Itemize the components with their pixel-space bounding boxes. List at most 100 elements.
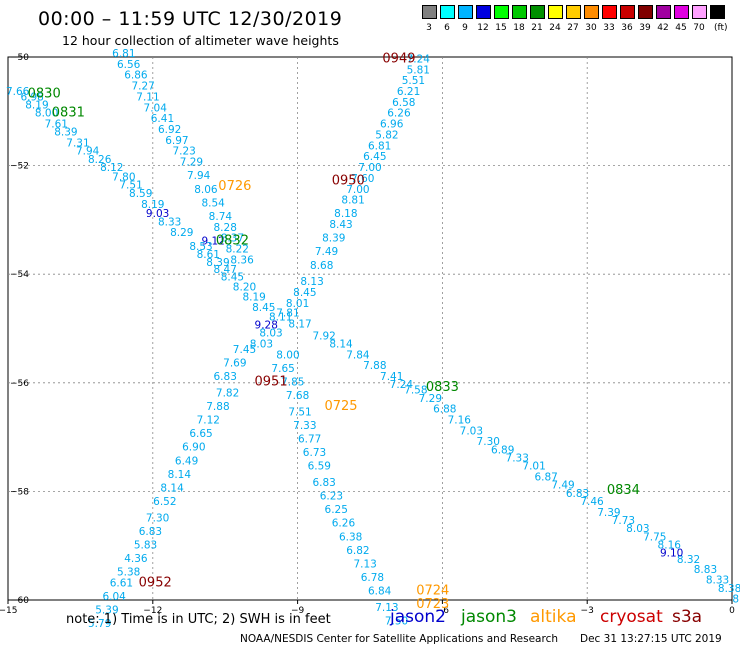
data-point: 8.53 bbox=[189, 241, 212, 253]
generated-date: Dec 31 13:27:15 UTC 2019 bbox=[580, 633, 722, 645]
data-point: 7.45 bbox=[233, 344, 256, 356]
data-point: 7.94 bbox=[76, 146, 100, 158]
data-point: 6.83 bbox=[566, 488, 589, 500]
legend-label: 33 bbox=[603, 23, 615, 33]
data-point: 8.39 bbox=[54, 127, 77, 139]
data-point: 8.03 bbox=[626, 523, 649, 535]
data-point: 7.13 bbox=[375, 602, 398, 614]
data-point: 5.83 bbox=[134, 539, 157, 551]
data-point: 5.81 bbox=[407, 64, 430, 76]
data-point: 6.88 bbox=[433, 404, 456, 416]
data-point: 8.45 bbox=[252, 302, 275, 314]
data-point: 8.14 bbox=[168, 469, 192, 481]
y-tick-label: −54 bbox=[10, 270, 29, 280]
data-point: 6.92 bbox=[158, 124, 181, 136]
data-point: 7.75 bbox=[643, 531, 666, 543]
data-point: 6.23 bbox=[320, 491, 343, 503]
data-point: 7.24 bbox=[407, 53, 431, 65]
data-point: 7.30 bbox=[477, 436, 500, 448]
data-point: 9.10 bbox=[660, 548, 683, 560]
data-point: 6.77 bbox=[298, 434, 321, 446]
pass-time-label: 0833 bbox=[426, 380, 459, 395]
data-point: 6.97 bbox=[165, 135, 188, 147]
legend-label: 42 bbox=[657, 23, 669, 33]
data-point: 7.51 bbox=[288, 406, 311, 418]
data-point: 8.03 bbox=[250, 339, 273, 351]
data-point: 6.04 bbox=[102, 591, 126, 603]
data-point: 6.83 bbox=[214, 371, 237, 383]
x-tick-label: −15 bbox=[0, 606, 18, 616]
legend-swatch bbox=[674, 5, 689, 19]
pass-time-label: 0952 bbox=[139, 575, 172, 590]
data-point: 6.58 bbox=[392, 97, 415, 109]
legend-label: 18 bbox=[513, 23, 525, 33]
data-point: 6.38 bbox=[339, 531, 362, 543]
data-point: 8.39 bbox=[322, 233, 345, 245]
data-point: 7.49 bbox=[315, 246, 338, 258]
legend-swatch bbox=[620, 5, 635, 19]
pass-time-label: 0832 bbox=[216, 233, 249, 248]
data-point: 8.32 bbox=[677, 554, 700, 566]
y-tick-label: −50 bbox=[10, 53, 29, 63]
data-point: 8.47 bbox=[214, 264, 237, 276]
pass-time-label: 0831 bbox=[52, 106, 85, 121]
data-point: 8.20 bbox=[233, 281, 256, 293]
legend-swatch bbox=[584, 5, 599, 19]
legend-swatch bbox=[548, 5, 563, 19]
legend-swatch bbox=[494, 5, 509, 19]
legend-label: 36 bbox=[621, 23, 633, 33]
legend-label: 39 bbox=[639, 23, 651, 33]
data-point: 6.26 bbox=[332, 518, 356, 530]
pass-time-label: 0725 bbox=[324, 399, 357, 414]
data-point: 8.00 bbox=[276, 349, 299, 361]
data-point: 7.49 bbox=[551, 480, 574, 492]
data-point: 8.17 bbox=[288, 318, 311, 330]
legend-label: 21 bbox=[531, 23, 543, 33]
data-point: 7.24 bbox=[390, 379, 414, 391]
data-point: 8.13 bbox=[300, 276, 323, 288]
legend-swatch bbox=[710, 5, 725, 19]
data-point: 5.38 bbox=[117, 567, 140, 579]
legend-swatch bbox=[512, 5, 527, 19]
data-point: 9.03 bbox=[146, 208, 169, 220]
data-point: 6.26 bbox=[387, 108, 411, 120]
data-point: 6.86 bbox=[124, 70, 148, 82]
data-point: 8.36 bbox=[230, 254, 254, 266]
data-point: 9.28 bbox=[255, 320, 278, 332]
data-point: 6.73 bbox=[303, 447, 326, 459]
data-point: 7.66 bbox=[6, 86, 30, 98]
legend-unit: (ft) bbox=[714, 23, 728, 33]
data-point: 8.68 bbox=[310, 260, 333, 272]
legend-swatch bbox=[602, 5, 617, 19]
legend-swatch bbox=[692, 5, 707, 19]
pass-time-label: 0724 bbox=[416, 584, 449, 599]
pass-time-label: 0951 bbox=[255, 375, 288, 390]
data-point: 8.45 bbox=[221, 272, 244, 284]
legend-swatch bbox=[422, 5, 437, 19]
data-point: 8.16 bbox=[658, 539, 682, 551]
data-point: 7.00 bbox=[358, 162, 381, 174]
data-point: 7.65 bbox=[271, 363, 294, 375]
data-point: 6.78 bbox=[361, 572, 384, 584]
data-point: 8.29 bbox=[170, 227, 193, 239]
data-point: 7.80 bbox=[112, 171, 135, 183]
chart-title: 00:00 – 11:59 UTC 12/30/2019 bbox=[38, 8, 343, 30]
data-point: 6.45 bbox=[363, 151, 386, 163]
legend-swatch bbox=[440, 5, 455, 19]
data-point: 7.33 bbox=[506, 453, 529, 465]
data-point: 6.96 bbox=[380, 119, 404, 131]
data-point: 8.43 bbox=[329, 219, 352, 231]
data-point: 7.12 bbox=[197, 415, 220, 427]
x-tick-label: 0 bbox=[729, 606, 735, 616]
legend-swatch bbox=[458, 5, 473, 19]
y-tick-label: −58 bbox=[10, 487, 29, 497]
legend-label: 45 bbox=[675, 23, 687, 33]
x-tick-label: −9 bbox=[291, 606, 305, 616]
legend-swatch bbox=[530, 5, 545, 19]
pass-time-label: 0723 bbox=[416, 597, 449, 612]
data-point: 6.90 bbox=[182, 442, 205, 454]
data-point: 7.85 bbox=[281, 377, 304, 389]
pass-time-label: 0834 bbox=[607, 483, 640, 498]
legend-swatch bbox=[476, 5, 491, 19]
